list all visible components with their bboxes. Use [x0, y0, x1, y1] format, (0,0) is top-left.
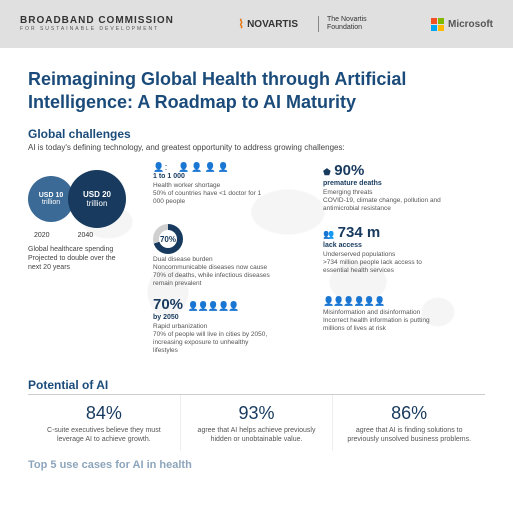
spend-2040-circle: USD 20 trillion [68, 170, 126, 228]
donut-icon: 70% [153, 224, 183, 254]
broadband-logo: BROADBAND COMMISSION FOR SUSTAINABLE DEV… [20, 16, 174, 32]
broadband-name: BROADBAND COMMISSION [20, 16, 174, 26]
page-content: Reimagining Global Health through Artifi… [0, 48, 513, 513]
stat-health-workers: 👤 : 👤👤👤👤 1 to 1 000 Health worker shorta… [153, 162, 271, 206]
microsoft-text: Microsoft [448, 19, 493, 30]
stat-premature-deaths: ⬟ 90% premature deaths Emerging threatsC… [323, 162, 441, 213]
novartis-foundation: The Novartis Foundation [318, 16, 367, 31]
challenges-heading: Global challenges [28, 127, 485, 141]
person-icon: 👤 : 👤👤👤👤 [153, 162, 271, 173]
stat-lack-access: 👥 734 m lack access Underserved populati… [323, 224, 441, 275]
people-icon: 👥 [323, 229, 333, 239]
novartis-group: ⌇ NOVARTIS The Novartis Foundation [238, 16, 366, 31]
spending-circles: USD 10 trillion USD 20 trillion [28, 170, 126, 228]
novartis-text: NOVARTIS [247, 19, 298, 30]
stat-disease-burden: 70% Dual disease burdenNoncommunicable d… [153, 224, 271, 289]
novartis-icon: ⌇ [238, 17, 244, 31]
spend-years: 2020 2040 [34, 232, 93, 239]
potential-row: 84% C-suite executives believe they must… [28, 394, 485, 451]
potential-section: Potential of AI 84% C-suite executives b… [28, 378, 485, 451]
broadband-tagline: FOR SUSTAINABLE DEVELOPMENT [20, 26, 174, 32]
people-row-icon: 👤👤👤👤👤 [187, 301, 238, 311]
potential-cell-0: 84% C-suite executives believe they must… [28, 395, 181, 451]
stat-urbanization: 70% 👤👤👤👤👤 by 2050 Rapid urbanization70% … [153, 296, 271, 356]
microsoft-icon [431, 18, 444, 31]
challenges-grid: USD 10 trillion USD 20 trillion 2020 204… [28, 162, 485, 372]
warning-icon: ⬟ [323, 167, 330, 177]
spend-description: Global healthcare spending Projected to … [28, 246, 128, 272]
novartis-logo: ⌇ NOVARTIS [238, 17, 298, 31]
logo-group: BROADBAND COMMISSION FOR SUSTAINABLE DEV… [20, 16, 174, 32]
potential-heading: Potential of AI [28, 378, 485, 392]
partner-logo-bar: BROADBAND COMMISSION FOR SUSTAINABLE DEV… [0, 0, 513, 48]
crowd-icon: 👤👤👤👤👤👤 [323, 296, 441, 307]
page-title: Reimagining Global Health through Artifi… [28, 68, 485, 113]
potential-cell-2: 86% agree that AI is finding solutions t… [333, 395, 485, 451]
microsoft-logo: Microsoft [431, 18, 493, 31]
challenges-subtitle: AI is today's defining technology, and g… [28, 143, 485, 152]
potential-cell-1: 93% agree that AI helps achieve previous… [181, 395, 334, 451]
stat-misinformation: 👤👤👤👤👤👤 Misinformation and disinformation… [323, 296, 441, 333]
next-section-heading: Top 5 use cases for AI in health [28, 459, 485, 471]
